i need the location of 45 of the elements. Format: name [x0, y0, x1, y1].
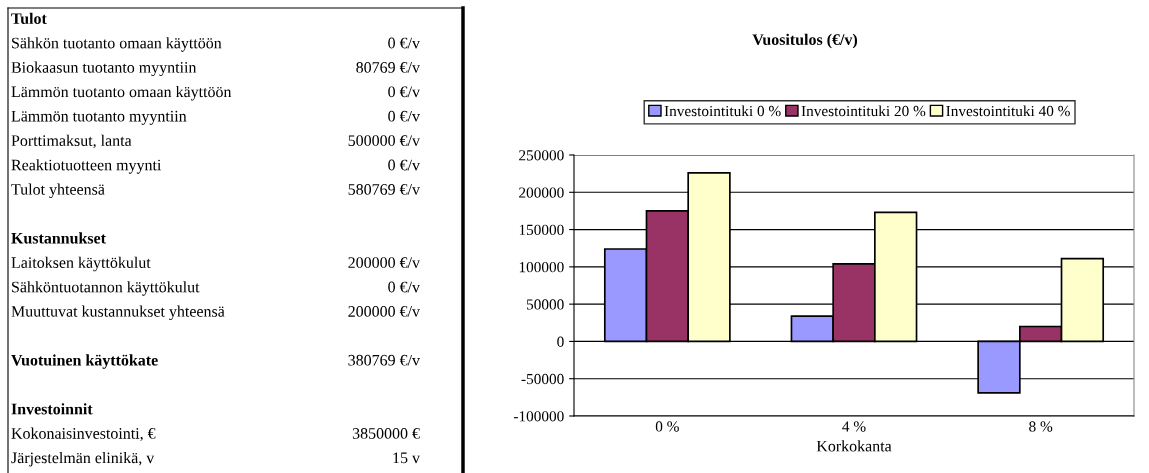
text: 80769 €/v [356, 62, 420, 73]
text: 0 €/v [388, 159, 420, 171]
y-tick-label: 100000 [519, 262, 564, 273]
y-tick-label: 150000 [519, 224, 564, 236]
x-axis-title: Korkokanta [816, 440, 892, 452]
text: 0 €/v [388, 86, 420, 98]
text: Muuttuvat kustannukset yhteensä [11, 305, 225, 321]
text: Tulot yhteensä [11, 183, 105, 199]
text: 15 v [393, 452, 420, 464]
text: 200000 €/v [348, 306, 420, 317]
text: Vuotuinen käyttökate [11, 354, 158, 369]
text: Investoinnit [11, 403, 93, 415]
text: 500000 €/v [348, 135, 420, 146]
y-tick-label: 0 [557, 336, 564, 347]
text: 380769 €/v [348, 354, 420, 366]
text: Sähköntuotannon käyttökulut [12, 281, 200, 296]
text: 580769 €/v [348, 184, 420, 195]
text: 0 €/v [388, 110, 420, 122]
text: Porttimaksut, lanta [11, 134, 132, 149]
text: Järjestelmän elinikä, v [11, 451, 155, 467]
text: 200000 €/v [348, 257, 420, 268]
text: 0 €/v [388, 37, 420, 49]
text: Biokaasun tuotanto myyntiin [11, 61, 197, 77]
text: Reaktiotuotteen myynti [11, 159, 162, 174]
text: 3850000 € [352, 428, 420, 439]
y-tick-label: 200000 [519, 187, 564, 198]
y-tick-label: -100000 [513, 411, 564, 422]
text: Kokonaisinvestointi, € [11, 427, 156, 442]
legend-label: Investointituki 20 % [801, 105, 926, 117]
chart-title: Vuositulos (€/v) [752, 33, 858, 49]
y-tick-label: 50000 [526, 299, 564, 310]
y-tick-label: 250000 [519, 150, 564, 161]
text: Sähkön tuotanto omaan käyttöön [12, 37, 222, 52]
text: Lämmön tuotanto myyntiin [11, 110, 187, 125]
text: Kustannukset [11, 232, 106, 244]
text: Lämmön tuotanto omaan käyttöön [11, 85, 232, 101]
y-tick-label: -50000 [521, 373, 564, 385]
text: Tulot [11, 12, 47, 25]
x-tick-label: 8 % [1029, 421, 1053, 432]
legend-label: Investointituki 40 % [946, 105, 1070, 117]
x-tick-label: 4 % [842, 421, 866, 432]
text: Laitoksen käyttökulut [11, 256, 151, 272]
text: 0 €/v [388, 281, 420, 293]
legend-label: Investointituki 0 % [664, 105, 781, 117]
x-tick-label: 0 % [655, 421, 679, 432]
